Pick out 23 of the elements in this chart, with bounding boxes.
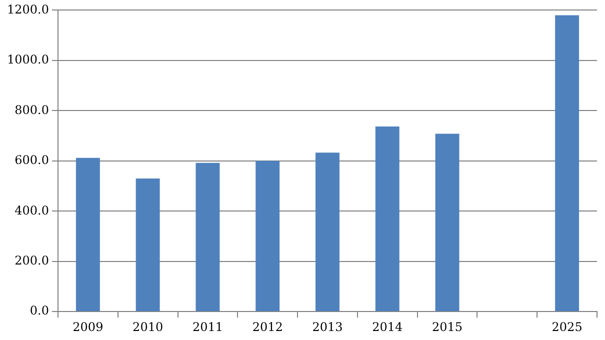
bar [555,15,580,312]
bar [316,152,340,312]
y-tick-label: 600.0 [14,153,49,168]
x-tick-label: 2010 [132,320,164,334]
bar [136,178,160,312]
y-tick-label: 400.0 [14,203,49,218]
bar [256,160,280,312]
y-tick-label: 800.0 [14,102,49,117]
y-tick-label: 1200.0 [6,2,49,16]
x-tick-label: 2014 [372,320,404,334]
y-tick-label: 0.0 [30,304,49,318]
x-tick-label: 2012 [252,320,283,334]
y-tick-label: 1000.0 [6,52,49,67]
x-tick-label: 2013 [312,320,343,334]
bar [435,134,460,312]
x-tick-label: 2009 [72,320,104,334]
bar [196,162,220,312]
bar [375,126,400,312]
x-tick-label: 2015 [432,320,463,334]
bar [76,158,100,312]
x-tick-label: 2025 [552,320,582,334]
x-tick-label: 2011 [192,320,223,334]
y-tick-label: 200.0 [14,253,49,268]
